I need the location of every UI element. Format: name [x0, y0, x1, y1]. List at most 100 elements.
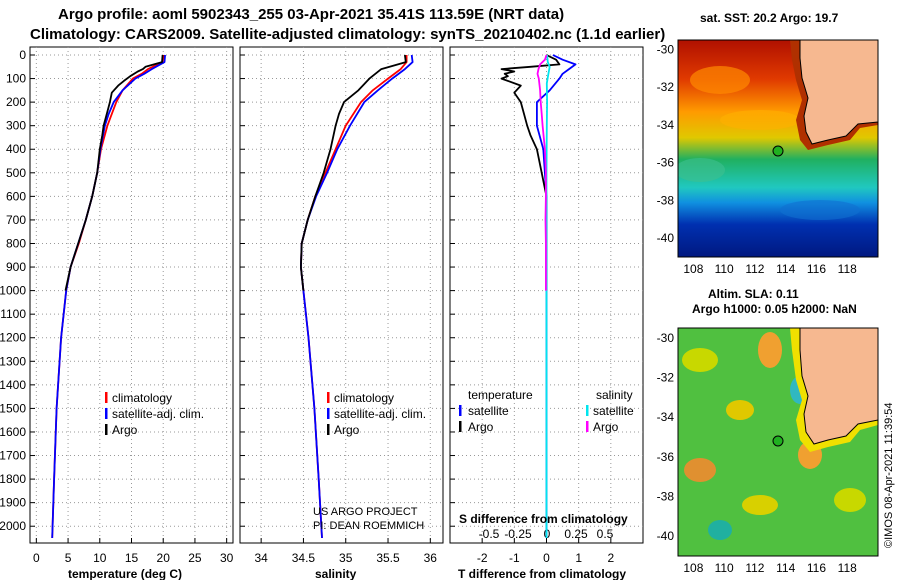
y-tick-label: 2000: [0, 519, 26, 533]
sst-warm-patch: [690, 66, 750, 94]
sst-argo-marker: [772, 145, 784, 157]
sla-anomaly-patch: [708, 520, 732, 540]
x-tick-label: 34: [254, 551, 268, 565]
s-difference-axis-label: S difference from climatology: [459, 512, 628, 526]
map-x-tick-label: 110: [715, 262, 734, 276]
sst-map-field: [678, 40, 878, 257]
sla-map-title-line-1: Altim. SLA: 0.11: [708, 287, 799, 301]
sst-warm-patch: [720, 110, 800, 130]
sla-map-field: [678, 328, 878, 556]
sla-anomaly-patch: [682, 348, 718, 372]
legend-label-climatology: climatology: [112, 391, 172, 405]
x-tick-label: 0: [543, 551, 550, 565]
x-tick-label: 34.5: [292, 551, 316, 565]
x-tick-label: 35: [339, 551, 353, 565]
x-tick-label: 10: [93, 551, 107, 565]
legend-title-temperature: temperature: [468, 388, 533, 402]
map-x-tick-label: 116: [807, 561, 826, 575]
sst-land-mass: [799, 40, 878, 145]
sla-anomaly-patch: [684, 458, 716, 482]
difference-x-axis-label: T difference from climatology: [458, 567, 626, 580]
sst-cool-patch: [678, 158, 725, 182]
map-y-tick-label: -38: [657, 193, 675, 207]
legend-swatch-t-argo: [459, 421, 462, 432]
legend-label-argo: Argo: [112, 423, 138, 437]
map-y-tick-label: -38: [657, 490, 675, 504]
x-tick-label: 15: [125, 551, 139, 565]
sla-map-frame: [677, 327, 879, 557]
y-tick-label: 1300: [0, 354, 26, 368]
series-layer: [51, 54, 577, 539]
y-tick-label: 500: [6, 166, 26, 180]
chart-title-line-2: Climatology: CARS2009. Satellite-adjuste…: [30, 26, 666, 43]
sla-argo-marker: [772, 435, 784, 447]
map-x-tick-label: 114: [776, 262, 795, 276]
map-y-tick-label: -40: [657, 231, 675, 245]
map-y-tick-label: -36: [657, 156, 675, 170]
series-line-s-argo: [536, 54, 548, 291]
legend-swatch-argo: [327, 424, 330, 435]
temperature-x-axis-label: temperature (deg C): [68, 567, 182, 580]
y-tick-label: 1700: [0, 449, 26, 463]
legend-swatch-t-satellite: [459, 405, 462, 416]
legend-label-s-satellite: satellite: [593, 404, 634, 418]
sst-map-title: sat. SST: 20.2 Argo: 19.7: [700, 11, 839, 25]
map-y-tick-label: -34: [657, 118, 675, 132]
map-x-tick-label: 112: [745, 561, 764, 575]
series-line-climatology: [299, 55, 408, 539]
legend-label-satellite: satellite-adj. clim.: [112, 407, 204, 421]
y-tick-label: 0: [19, 48, 26, 62]
y-tick-label: 1200: [0, 331, 26, 345]
x-tick-label: 5: [65, 551, 72, 565]
legend-swatch-argo: [105, 424, 108, 435]
y-tick-label: 300: [6, 119, 26, 133]
legend-label-satellite: satellite-adj. clim.: [334, 407, 426, 421]
map-y-tick-label: -30: [657, 331, 675, 345]
y-tick-label: 1100: [0, 307, 26, 321]
y-tick-label: 1000: [0, 284, 26, 298]
chart-title-line-1: Argo profile: aoml 5902343_255 03-Apr-20…: [58, 6, 565, 23]
legend-swatch-satellite: [327, 408, 330, 419]
legend-label-s-argo: Argo: [593, 420, 619, 434]
s-diff-tick-label: 0.5: [597, 527, 614, 541]
difference-legend: temperature salinity satellite Argo sate…: [459, 388, 634, 434]
sla-anomaly-patch: [742, 495, 778, 515]
map-x-tick-label: 116: [807, 262, 826, 276]
series-line-climatology: [51, 54, 165, 539]
x-tick-label: 1: [575, 551, 582, 565]
legend-label-t-argo: Argo: [468, 420, 494, 434]
y-tick-label: 400: [6, 142, 26, 156]
map-x-tick-label: 108: [683, 561, 703, 575]
map-y-tick-label: -32: [657, 80, 675, 94]
sla-land-mass: [799, 328, 878, 445]
map-y-tick-label: -36: [657, 450, 675, 464]
y-tick-label: 1800: [0, 472, 26, 486]
series-line-argo: [299, 54, 407, 291]
x-tick-label: 20: [157, 551, 171, 565]
series-line-argo: [64, 54, 164, 291]
sla-anomaly-patch: [726, 400, 754, 420]
sst-map-frame: [677, 39, 879, 258]
project-annotation: US ARGO PROJECT: [313, 506, 418, 518]
s-diff-tick-label: -0.5: [479, 527, 500, 541]
x-tick-label: -2: [477, 551, 488, 565]
map-x-tick-label: 118: [838, 262, 857, 276]
y-tick-label: 900: [6, 260, 26, 274]
x-tick-label: 25: [188, 551, 202, 565]
y-tick-label: 800: [6, 236, 26, 250]
map-y-tick-label: -30: [657, 42, 675, 56]
x-tick-label: 2: [607, 551, 614, 565]
sla-map-title-line-2: Argo h1000: 0.05 h2000: NaN: [692, 302, 857, 316]
x-tick-label: 36: [424, 551, 438, 565]
salinity-x-axis-label: salinity: [315, 567, 357, 580]
y-tick-label: 1400: [0, 378, 26, 392]
temperature-legend: climatology satellite-adj. clim. Argo: [105, 391, 204, 437]
s-diff-tick-label: -0.25: [504, 527, 532, 541]
y-tick-label: 100: [6, 72, 26, 86]
legend-swatch-climatology: [327, 392, 330, 403]
map-x-tick-label: 108: [683, 262, 703, 276]
series-line-satellite-adj-clim-: [51, 54, 166, 539]
y-tick-label: 700: [6, 213, 26, 227]
map-y-tick-label: -32: [657, 371, 675, 385]
y-tick-label: 200: [6, 95, 26, 109]
